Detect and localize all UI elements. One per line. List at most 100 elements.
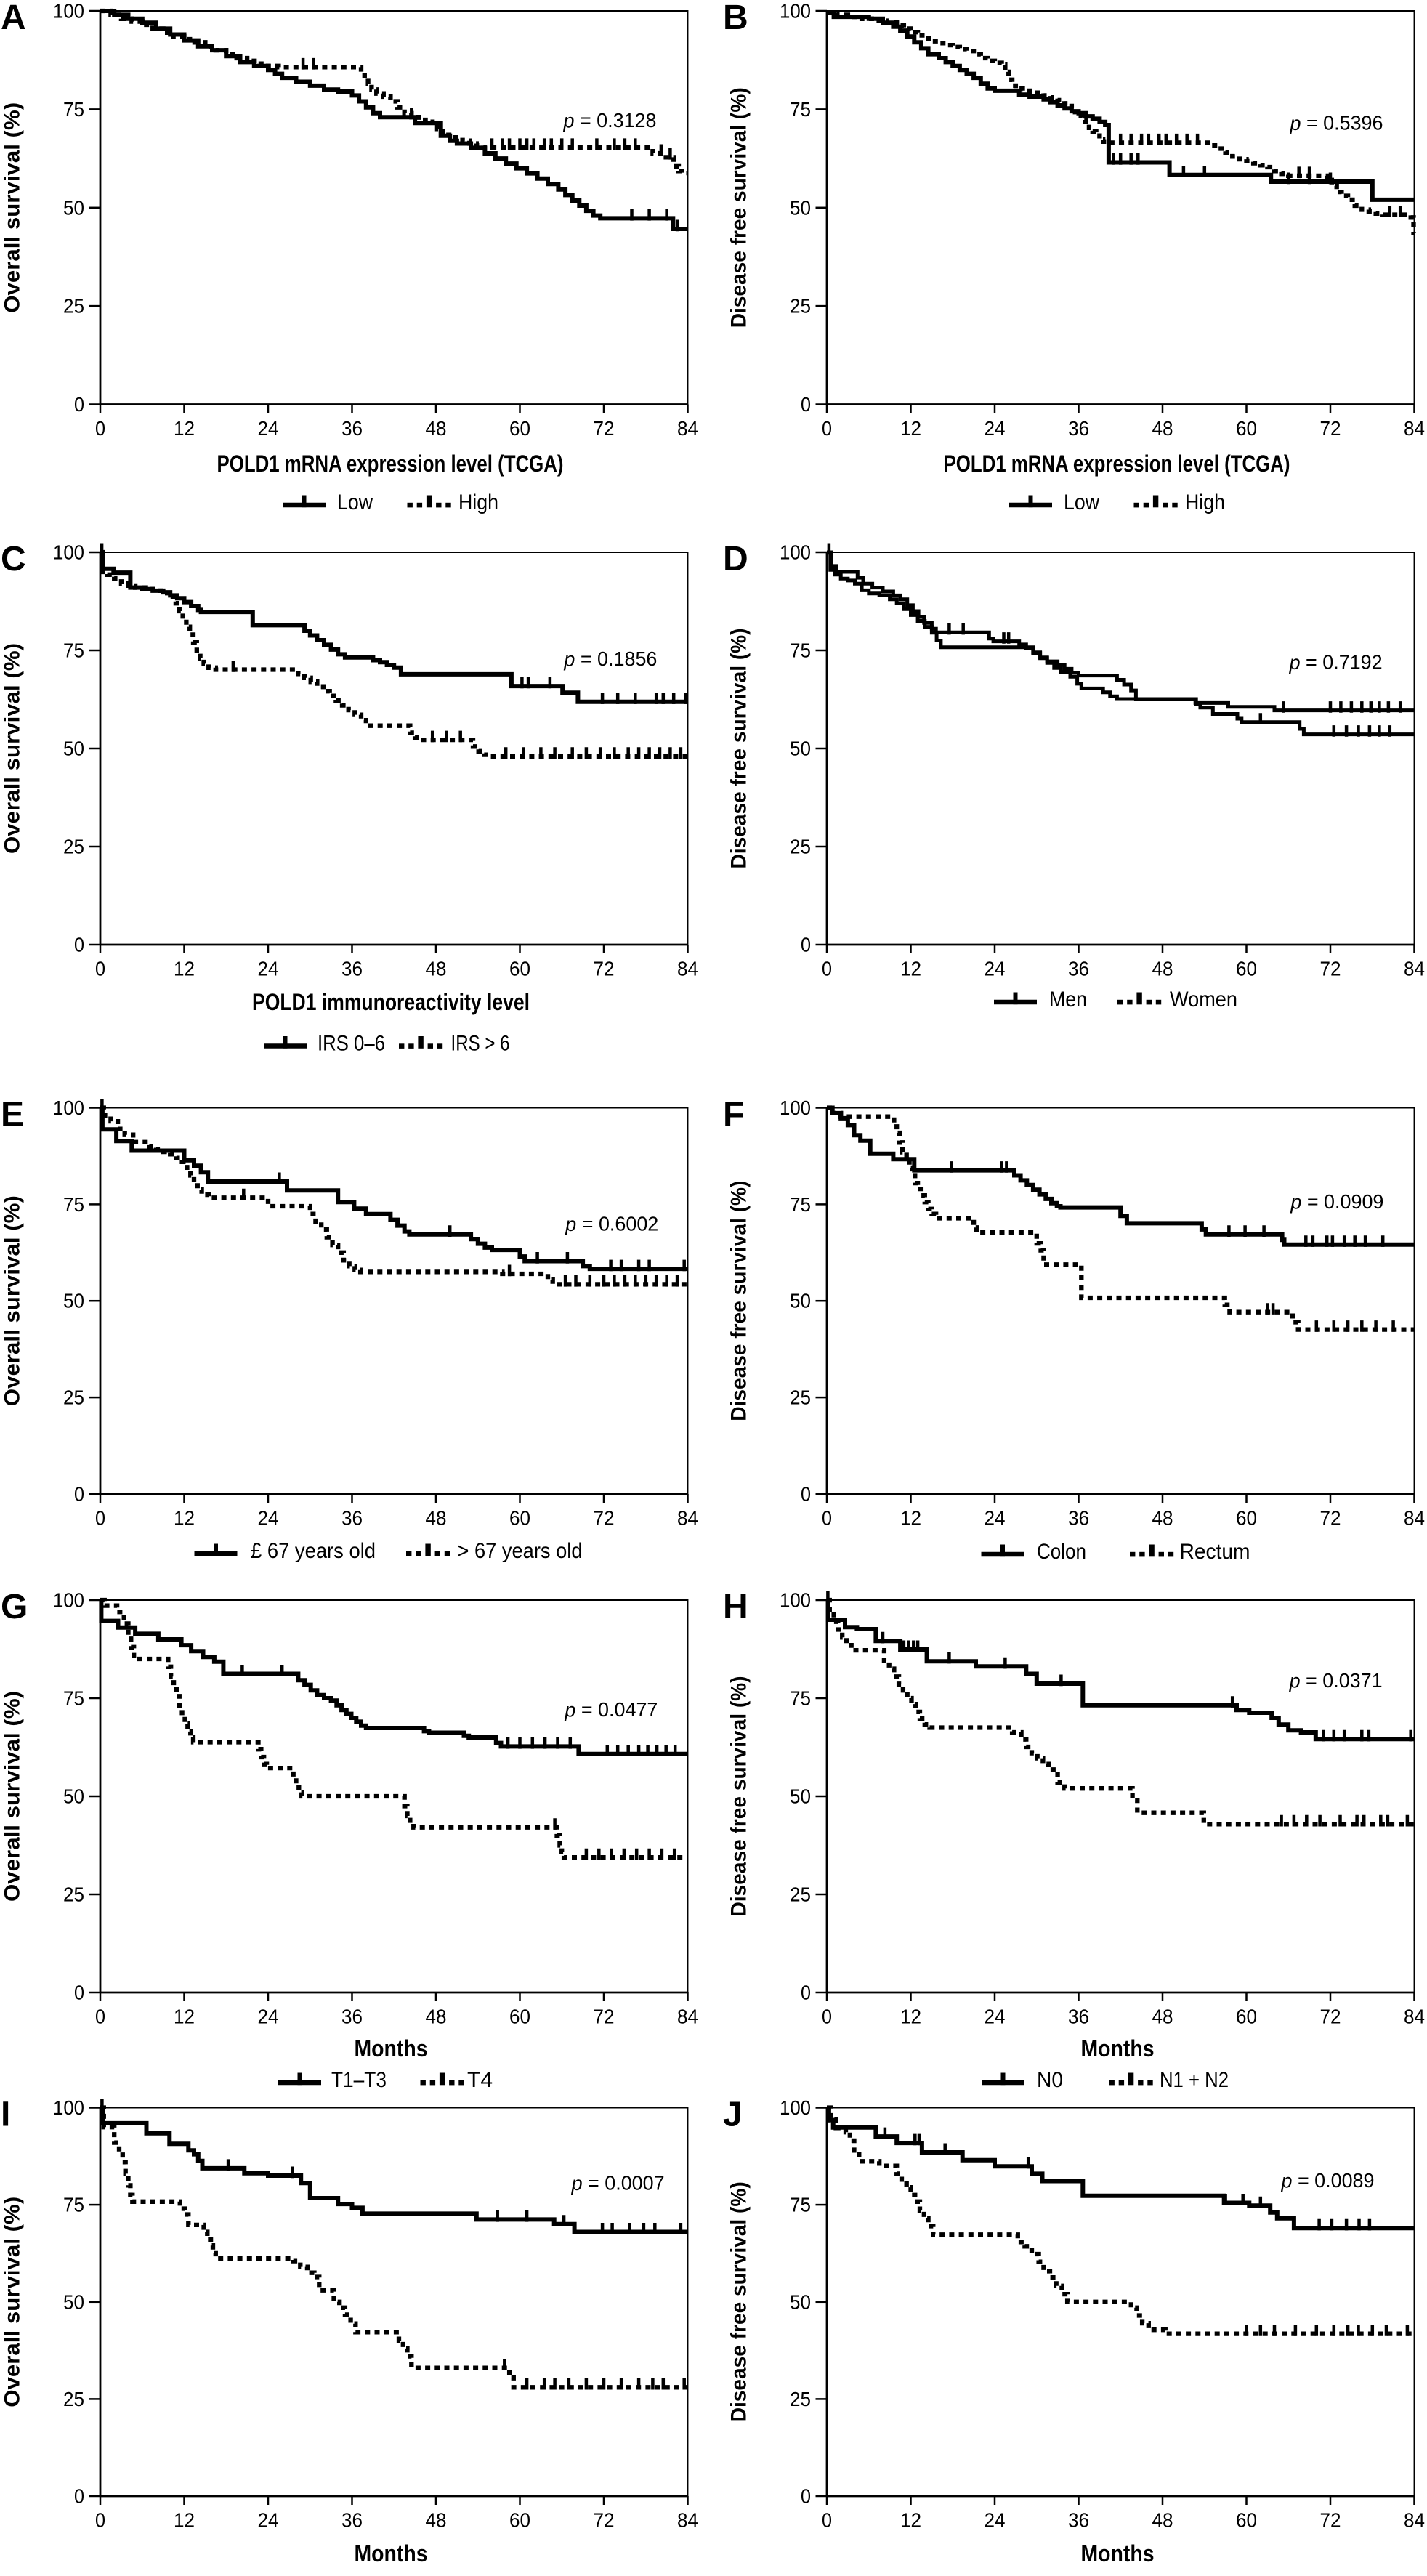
svg-text:24: 24 bbox=[985, 2006, 1006, 2028]
svg-text:100: 100 bbox=[53, 1589, 84, 1612]
svg-text:Disease free survival (%): Disease free survival (%) bbox=[727, 87, 751, 328]
svg-text:0: 0 bbox=[822, 2006, 832, 2028]
svg-text:75: 75 bbox=[790, 1687, 811, 1710]
svg-text:C: C bbox=[1, 540, 26, 578]
svg-text:100: 100 bbox=[780, 1589, 811, 1612]
svg-text:N0: N0 bbox=[1037, 2068, 1063, 2092]
svg-text:p = 0.0909: p = 0.0909 bbox=[1290, 1190, 1383, 1213]
svg-text:25: 25 bbox=[63, 1386, 84, 1409]
svg-text:25: 25 bbox=[63, 295, 84, 318]
svg-text:24: 24 bbox=[985, 417, 1006, 440]
svg-text:0: 0 bbox=[822, 2509, 832, 2532]
svg-text:0: 0 bbox=[74, 934, 84, 956]
svg-text:84: 84 bbox=[677, 1507, 698, 1530]
svg-text:p = 0.0089: p = 0.0089 bbox=[1281, 2169, 1375, 2192]
svg-text:60: 60 bbox=[1236, 417, 1257, 440]
svg-text:12: 12 bbox=[174, 958, 195, 980]
svg-text:E: E bbox=[1, 1096, 24, 1134]
svg-text:12: 12 bbox=[900, 958, 921, 980]
svg-text:Months: Months bbox=[1081, 2035, 1155, 2062]
svg-text:p = 0.0477: p = 0.0477 bbox=[564, 1698, 658, 1721]
svg-text:48: 48 bbox=[426, 417, 447, 440]
svg-text:50: 50 bbox=[63, 1785, 84, 1808]
svg-text:100: 100 bbox=[53, 0, 84, 23]
svg-text:p = 0.7192: p = 0.7192 bbox=[1289, 651, 1383, 674]
svg-text:24: 24 bbox=[258, 1507, 279, 1530]
svg-text:84: 84 bbox=[1404, 417, 1425, 440]
svg-text:72: 72 bbox=[594, 2509, 615, 2532]
svg-text:25: 25 bbox=[63, 836, 84, 858]
svg-text:50: 50 bbox=[790, 1785, 811, 1808]
svg-text:100: 100 bbox=[780, 541, 811, 564]
svg-text:J: J bbox=[723, 2096, 743, 2134]
svg-text:50: 50 bbox=[63, 2290, 84, 2313]
svg-text:72: 72 bbox=[1320, 417, 1341, 440]
svg-text:p = 0.3128: p = 0.3128 bbox=[563, 109, 657, 132]
svg-text:B: B bbox=[723, 0, 748, 37]
svg-text:50: 50 bbox=[790, 738, 811, 760]
svg-text:p = 0.5396: p = 0.5396 bbox=[1290, 112, 1383, 134]
svg-text:Overall survival (%): Overall survival (%) bbox=[1, 102, 25, 313]
svg-text:Women: Women bbox=[1170, 988, 1237, 1012]
svg-text:p = 0.6002: p = 0.6002 bbox=[565, 1213, 658, 1235]
svg-text:60: 60 bbox=[1236, 2509, 1257, 2532]
svg-text:Overall survival (%): Overall survival (%) bbox=[1, 1691, 25, 1902]
svg-text:12: 12 bbox=[900, 417, 921, 440]
svg-text:H: H bbox=[723, 1588, 748, 1626]
svg-text:36: 36 bbox=[341, 1507, 363, 1530]
svg-text:60: 60 bbox=[509, 2509, 530, 2532]
svg-text:POLD1 mRNA expression level (T: POLD1 mRNA expression level (TCGA) bbox=[217, 451, 564, 477]
svg-text:50: 50 bbox=[63, 196, 84, 219]
svg-text:50: 50 bbox=[790, 1290, 811, 1312]
svg-text:0: 0 bbox=[801, 1483, 811, 1506]
svg-text:Colon: Colon bbox=[1037, 1540, 1086, 1564]
svg-text:0: 0 bbox=[801, 934, 811, 956]
svg-text:75: 75 bbox=[63, 1193, 84, 1216]
svg-text:T1–T3: T1–T3 bbox=[331, 2068, 387, 2092]
svg-text:72: 72 bbox=[1320, 958, 1341, 980]
svg-text:25: 25 bbox=[790, 295, 811, 318]
svg-text:Low: Low bbox=[1064, 490, 1099, 514]
svg-text:POLD1 immunoreactivity level: POLD1 immunoreactivity level bbox=[252, 989, 530, 1015]
svg-text:75: 75 bbox=[790, 1193, 811, 1216]
svg-text:75: 75 bbox=[790, 2194, 811, 2216]
svg-text:25: 25 bbox=[63, 1883, 84, 1906]
svg-text:48: 48 bbox=[426, 2509, 447, 2532]
svg-text:60: 60 bbox=[1236, 1507, 1257, 1530]
svg-text:75: 75 bbox=[63, 2194, 84, 2216]
svg-text:N1 + N2: N1 + N2 bbox=[1160, 2068, 1229, 2092]
svg-text:84: 84 bbox=[1404, 2006, 1425, 2028]
svg-text:0: 0 bbox=[95, 2509, 105, 2532]
svg-text:Disease free survival (%): Disease free survival (%) bbox=[727, 1676, 751, 1917]
svg-text:Overall survival (%): Overall survival (%) bbox=[1, 1195, 25, 1406]
svg-text:84: 84 bbox=[677, 2006, 698, 2028]
svg-text:24: 24 bbox=[258, 2006, 279, 2028]
svg-text:0: 0 bbox=[822, 417, 832, 440]
svg-text:12: 12 bbox=[174, 2509, 195, 2532]
svg-text:Months: Months bbox=[1081, 2540, 1155, 2567]
svg-text:100: 100 bbox=[53, 2096, 84, 2119]
svg-text:60: 60 bbox=[509, 958, 530, 980]
svg-text:84: 84 bbox=[1404, 958, 1425, 980]
svg-text:84: 84 bbox=[1404, 2509, 1425, 2532]
svg-text:24: 24 bbox=[985, 1507, 1006, 1530]
svg-text:0: 0 bbox=[95, 1507, 105, 1530]
svg-text:0: 0 bbox=[74, 2485, 84, 2508]
svg-text:50: 50 bbox=[63, 738, 84, 760]
svg-text:48: 48 bbox=[1152, 2509, 1173, 2532]
svg-text:84: 84 bbox=[677, 2509, 698, 2532]
svg-text:25: 25 bbox=[790, 836, 811, 858]
svg-text:84: 84 bbox=[677, 417, 698, 440]
svg-text:p = 0.0007: p = 0.0007 bbox=[571, 2172, 665, 2195]
svg-text:84: 84 bbox=[1404, 1507, 1425, 1530]
svg-text:A: A bbox=[1, 0, 26, 37]
svg-text:75: 75 bbox=[790, 639, 811, 662]
svg-text:75: 75 bbox=[63, 1687, 84, 1710]
svg-text:£ 67 years old: £ 67 years old bbox=[251, 1539, 376, 1563]
svg-text:F: F bbox=[723, 1096, 744, 1134]
svg-text:48: 48 bbox=[1152, 2006, 1173, 2028]
svg-text:48: 48 bbox=[1152, 417, 1173, 440]
svg-text:25: 25 bbox=[63, 2388, 84, 2410]
svg-text:75: 75 bbox=[790, 98, 811, 121]
svg-text:0: 0 bbox=[801, 2485, 811, 2508]
